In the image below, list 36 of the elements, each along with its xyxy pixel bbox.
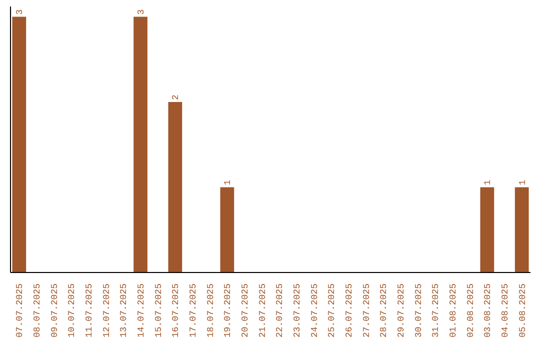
x-tick-label: 15.07.2025 bbox=[154, 283, 164, 338]
x-tick-label: 01.08.2025 bbox=[448, 283, 458, 338]
x-tick-label: 11.07.2025 bbox=[84, 283, 94, 338]
x-tick-label: 09.07.2025 bbox=[50, 283, 60, 338]
x-tick-label: 13.07.2025 bbox=[119, 283, 130, 338]
x-tick-label: 03.08.2025 bbox=[483, 283, 494, 338]
x-tick-label: 26.07.2025 bbox=[344, 283, 354, 338]
x-tick-label: 25.07.2025 bbox=[327, 283, 338, 338]
x-tick-label: 10.07.2025 bbox=[67, 283, 78, 338]
x-tick-label: 24.07.2025 bbox=[310, 283, 320, 338]
x-tick-label: 27.07.2025 bbox=[362, 283, 372, 338]
x-tick-label: 16.07.2025 bbox=[171, 283, 182, 338]
data-label: 3 bbox=[15, 9, 26, 15]
x-tick-label: 22.07.2025 bbox=[275, 283, 286, 338]
data-label: 3 bbox=[136, 9, 146, 15]
x-tick-label: 21.07.2025 bbox=[258, 283, 268, 338]
x-tick-label: 29.07.2025 bbox=[396, 283, 406, 338]
x-tick-label: 18.07.2025 bbox=[206, 283, 216, 338]
x-tick-label: 12.07.2025 bbox=[102, 283, 112, 338]
data-label: 1 bbox=[483, 180, 494, 186]
x-tick-label: 08.07.2025 bbox=[32, 283, 42, 338]
x-tick-label: 14.07.2025 bbox=[136, 283, 146, 338]
x-tick-label: 04.08.2025 bbox=[500, 283, 510, 338]
x-tick-label: 17.07.2025 bbox=[188, 283, 198, 338]
data-label: 2 bbox=[171, 94, 182, 100]
data-label: 1 bbox=[223, 180, 234, 186]
x-tick-label: 31.07.2025 bbox=[431, 283, 442, 338]
x-tick-label: 23.07.2025 bbox=[292, 283, 302, 338]
x-tick-label: 07.07.2025 bbox=[15, 283, 26, 338]
x-tick-label: 30.07.2025 bbox=[414, 283, 424, 338]
x-tick-label: 28.07.2025 bbox=[379, 283, 390, 338]
x-tick-label: 02.08.2025 bbox=[466, 283, 476, 338]
x-tick-label: 19.07.2025 bbox=[223, 283, 234, 338]
x-tick-label: 05.08.2025 bbox=[518, 283, 528, 338]
x-tick-label: 20.07.2025 bbox=[240, 283, 250, 338]
data-label: 1 bbox=[518, 180, 528, 186]
